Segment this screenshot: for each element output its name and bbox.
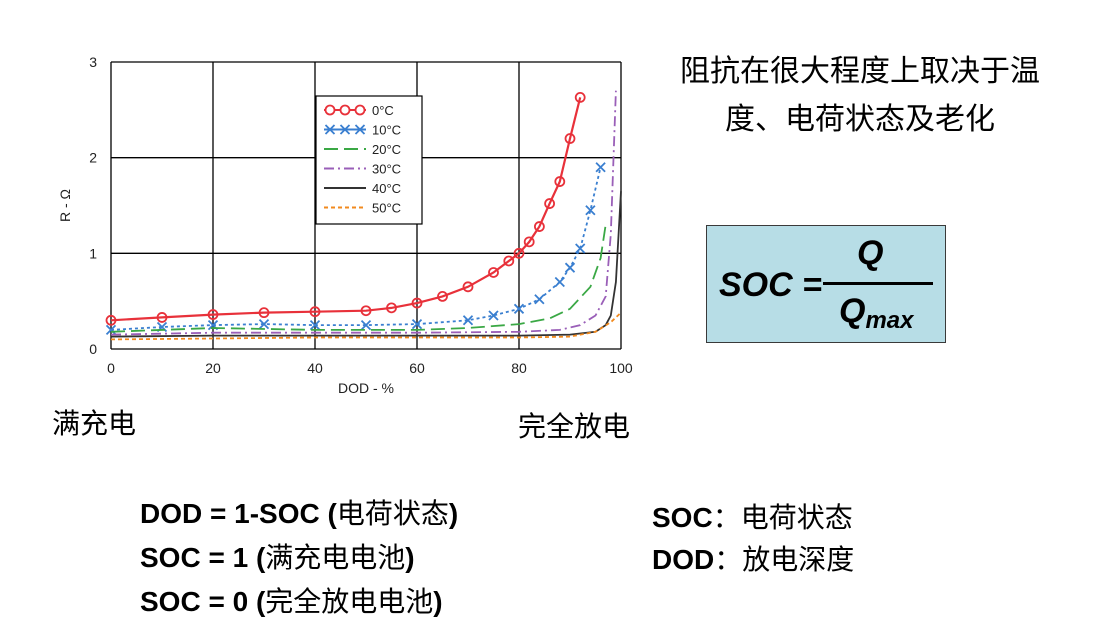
note-dod-cn: 电荷状态: [336, 497, 449, 530]
note-soc0-cn: 完全放电电池: [265, 585, 434, 618]
x-tick-label: 60: [409, 360, 425, 376]
series-line-2: [110, 224, 607, 333]
legend-label: 50°C: [372, 201, 401, 216]
formula-numerator: Q: [857, 234, 884, 272]
series-line-3: [110, 90, 617, 336]
note-soc1-cn: 满充电电池: [265, 541, 406, 574]
series-0-marker: [386, 302, 397, 314]
series-0-marker: [309, 306, 321, 318]
legend-swatch-marker: [339, 124, 351, 135]
series-0-marker: [258, 307, 270, 319]
series-1-marker: [462, 315, 474, 326]
note-soc1-end: ): [405, 542, 415, 573]
note-dod-term-bold: DOD: [652, 544, 715, 575]
y-axis-label: R - Ω: [57, 189, 73, 222]
note-soc0-bold: SOC = 0 (: [140, 586, 266, 617]
x-axis-label: DOD - %: [338, 380, 394, 396]
series-line-1: [110, 166, 602, 331]
series-0-marker: [513, 247, 525, 259]
series-0-marker: [503, 255, 515, 267]
series-0-marker: [554, 176, 566, 187]
legend-swatch-marker: [324, 104, 336, 116]
impedance-chart: 0 20 40 60 80 100 0 1 2 3 DOD - % R - Ω 0°C 10°C 20°C 3…: [57, 54, 633, 396]
series-1-marker: [595, 162, 606, 173]
note-soc-1: SOC = 1 (满充电电池): [140, 536, 415, 576]
series-0-marker: [534, 221, 545, 232]
y-tick-label: 1: [89, 245, 97, 261]
full-discharge-label: 完全放电: [518, 410, 631, 443]
legend-label: 10°C: [372, 123, 401, 138]
series-0-marker: [564, 133, 576, 144]
series-1-marker: [105, 324, 117, 336]
note-soc0-end: ): [433, 586, 443, 617]
note-dod-bold: DOD = 1-SOC (: [140, 498, 337, 529]
note-soc-term: SOC：电荷状态: [652, 496, 853, 536]
series-0-marker: [437, 290, 448, 302]
legend-box: [315, 95, 423, 225]
note-dod-end: ): [448, 498, 459, 529]
series-0-marker: [488, 267, 499, 278]
heading-line-1: 阻抗在很大程度上取决于温: [680, 54, 1040, 89]
series-1-marker: [411, 318, 423, 330]
series-line-0: [110, 97, 582, 322]
formula-lhs: SOC =: [719, 266, 822, 304]
series-1-marker: [585, 205, 596, 216]
series-1-marker: [554, 276, 565, 288]
note-soc1-bold: SOC = 1 (: [140, 542, 266, 573]
y-tick-label: 0: [89, 341, 97, 357]
x-tick-label: 80: [511, 360, 527, 376]
series-0-marker: [156, 312, 168, 323]
series-0-marker: [544, 198, 555, 209]
series-line-5: [110, 311, 622, 341]
formula-denominator-sub: max: [865, 307, 914, 334]
series-1-marker: [309, 319, 321, 331]
series-0-marker: [462, 281, 474, 293]
legend-label: 30°C: [372, 162, 401, 177]
series-0-marker: [360, 305, 372, 317]
heading-line-2: 度、电荷状态及老化: [725, 102, 995, 137]
y-tick-label: 3: [89, 54, 97, 70]
x-tick-label: 20: [205, 360, 221, 376]
series-line-4: [110, 191, 622, 338]
series-0-marker: [105, 314, 117, 326]
note-dod-definition: DOD = 1-SOC (电荷状态): [140, 492, 458, 532]
series-0-marker: [207, 309, 219, 320]
series-1-marker: [258, 318, 270, 330]
legend-swatch-marker: [354, 104, 366, 116]
legend-swatch-marker: [354, 124, 366, 135]
series-1-marker: [534, 294, 545, 305]
series-1-marker: [360, 319, 372, 331]
note-dod-term-cn: ：放电深度: [714, 543, 855, 576]
note-soc-term-cn: ：电荷状态: [712, 501, 853, 534]
legend-swatch-marker: [339, 104, 351, 116]
series-1-marker: [488, 310, 499, 321]
formula-denominator: Qmax: [839, 292, 914, 335]
x-tick-label: 100: [609, 360, 633, 376]
series-1-marker: [575, 243, 586, 254]
series-0-marker: [523, 236, 535, 248]
formula-fraction-bar: [823, 282, 933, 285]
series-1-marker: [564, 262, 576, 273]
series-0-marker: [411, 297, 423, 309]
x-tick-label: 0: [107, 360, 115, 376]
note-soc-term-bold: SOC: [652, 502, 713, 533]
note-dod-term: DOD：放电深度: [652, 538, 854, 578]
legend-swatch-marker: [324, 124, 336, 135]
full-charge-label: 满充电: [52, 407, 137, 440]
formula-denominator-main: Q: [839, 292, 866, 330]
legend-label: 20°C: [372, 142, 401, 157]
series-0-marker: [574, 91, 586, 103]
series-1-marker: [513, 303, 525, 314]
y-tick-label: 2: [89, 150, 97, 166]
legend-label: 0°C: [372, 103, 394, 118]
heading: 阻抗在很大程度上取决于温 度、电荷状态及老化: [640, 48, 1080, 144]
soc-formula-box: SOC = Q Qmax: [706, 225, 946, 343]
legend-label: 40°C: [372, 181, 401, 196]
note-soc-0: SOC = 0 (完全放电电池): [140, 580, 443, 620]
x-tick-label: 40: [307, 360, 323, 376]
